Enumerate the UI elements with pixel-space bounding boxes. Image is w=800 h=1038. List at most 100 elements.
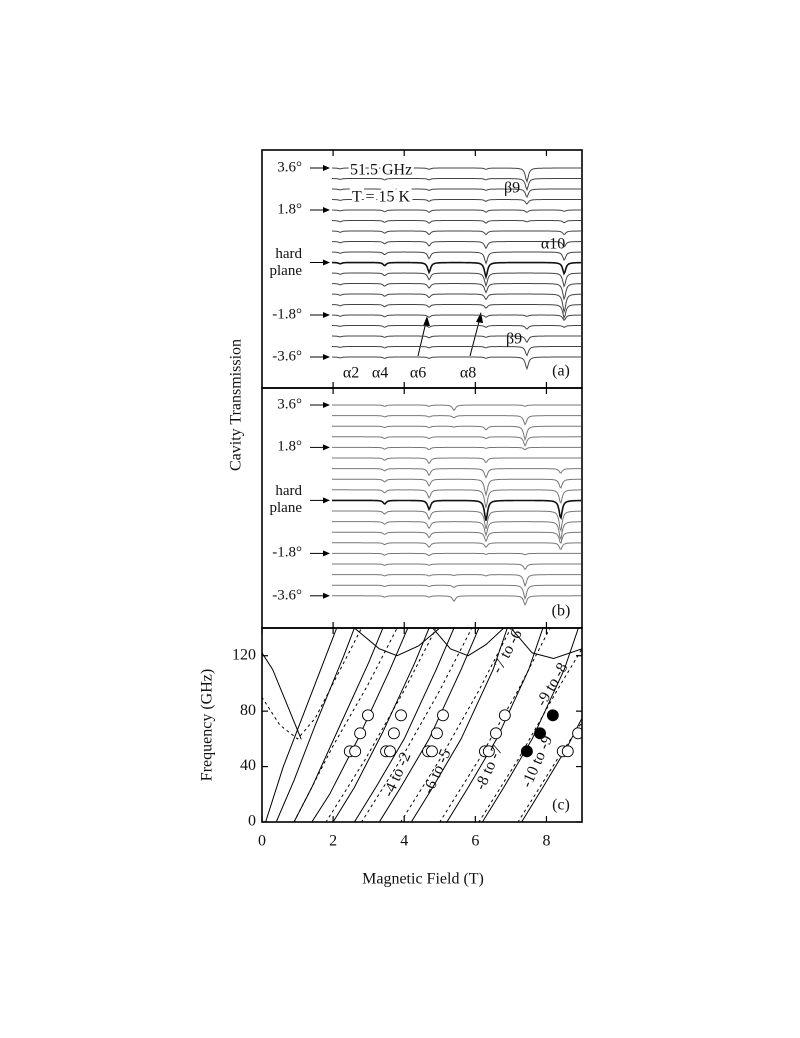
arrowhead [323,207,330,213]
arrowhead [323,402,330,408]
x-axis-title: Magnetic Field (T) [362,871,484,888]
panel-label: (c) [552,797,570,814]
trace [331,335,581,344]
arrow [417,321,427,357]
trace [332,542,582,551]
curve [400,628,512,822]
angle-label: 1.8° [277,438,302,455]
angle-label: hard plane [269,483,302,517]
arrowhead [323,354,330,360]
arrowhead [323,312,330,318]
angle-label: -1.8° [272,544,302,561]
panel-label: (a) [552,363,570,380]
curve [410,628,508,822]
trace [331,293,582,314]
data-point [561,745,574,758]
arrowhead [323,550,330,557]
data-point [384,745,396,758]
trace [332,446,581,451]
curve [353,628,455,822]
arrowhead [323,259,330,266]
x-tick-label: 4 [400,833,408,850]
trace [332,510,582,533]
curve [361,628,473,822]
panel-frame [261,627,583,823]
data-point [520,745,533,758]
trace [332,468,581,479]
trace [332,478,582,497]
angle-label: 1.8° [277,201,302,218]
curve [478,648,582,822]
y-tick-label: 80 [240,702,256,719]
curve [439,628,551,822]
data-point [430,727,443,740]
trace [331,188,581,199]
x-tick-label: 8 [542,833,550,850]
y-axis-title: Cavity Transmission [228,339,245,471]
arrowhead [323,444,330,451]
annotation: α6 [410,365,426,382]
annotation: α8 [460,365,476,382]
curve [432,628,505,657]
annotation: 51.5 GHz [350,162,412,179]
trace [331,272,582,288]
x-tick-label: 6 [471,833,479,850]
trace [331,261,582,280]
data-point [437,709,449,722]
angle-label: -1.8° [272,306,302,323]
trace [332,489,582,508]
trace [331,356,581,371]
data-point [572,727,582,740]
x-tick-label: 0 [258,833,266,850]
annotation: β9 [506,331,522,348]
curve [481,628,579,822]
trace [331,167,581,184]
y-tick-label: 40 [240,757,256,774]
curve [325,628,437,822]
angle-label: -3.6° [272,587,302,604]
annotation: α10 [541,236,565,253]
trace [332,521,582,541]
arrowhead [323,497,330,504]
panel-label: (b) [552,603,571,620]
data-point [354,727,367,740]
trace [331,457,581,465]
y-tick-label: 120 [232,646,256,663]
trace [332,563,581,571]
annotation: β9 [504,180,520,197]
trace [332,552,581,557]
trace [331,241,582,250]
data-point [498,709,511,722]
curve [293,628,384,822]
y-axis-title: Frequency (GHz) [199,669,216,781]
arrowhead [423,316,430,326]
angle-label: hard plane [269,245,302,279]
data-point [482,745,495,758]
arrowhead [323,165,330,171]
trace [331,178,581,192]
trace [332,415,581,426]
arrowhead [476,312,483,323]
curve [265,628,338,822]
trace [331,251,582,265]
curve [262,652,302,740]
trace [331,209,581,213]
panel-frame [261,149,583,389]
data-point [395,709,407,722]
angle-label: 3.6° [277,159,302,176]
trace [332,531,582,545]
data-point [349,745,362,758]
curve [510,628,582,660]
annotation: -10 to -9 [518,733,556,790]
trace [331,283,582,301]
trace [332,425,581,442]
annotation: -8 to -7 [472,743,507,793]
trace [332,574,581,588]
annotation: -7 to -6 [489,627,526,677]
trace [331,314,582,322]
trace [331,304,582,320]
trace [332,436,581,447]
curve [332,628,430,822]
x-tick-label: 2 [329,833,337,850]
